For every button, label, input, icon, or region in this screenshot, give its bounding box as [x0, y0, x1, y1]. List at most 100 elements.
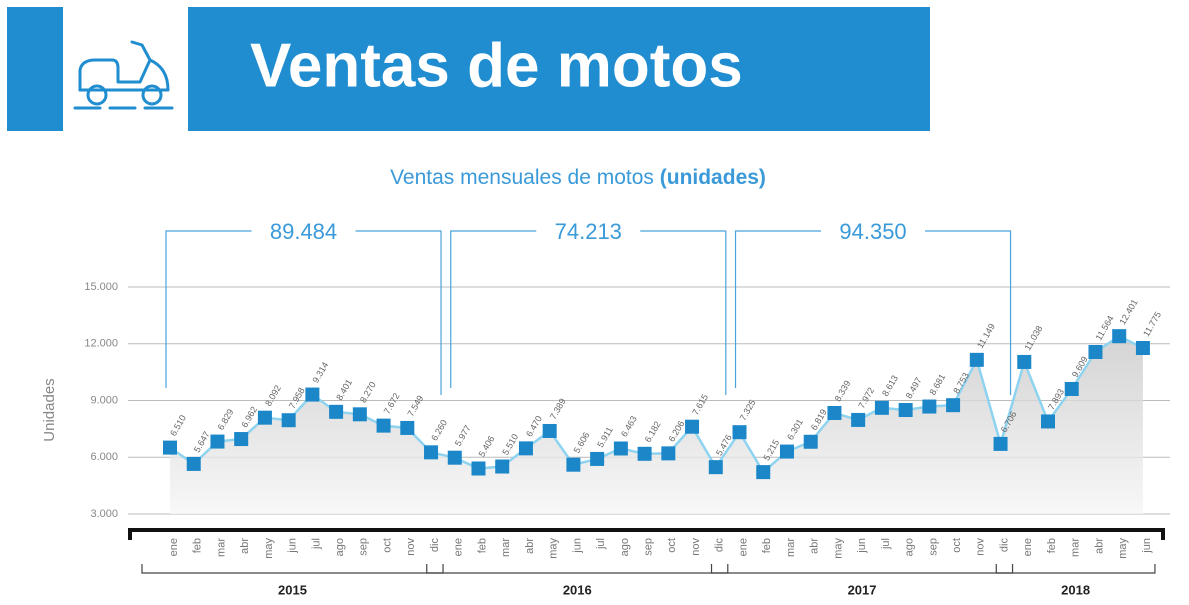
total-label-bg — [251, 220, 356, 244]
x-tick-label: may — [832, 538, 844, 559]
data-label: 7.672 — [382, 391, 402, 416]
data-label: 5.911 — [595, 425, 615, 449]
data-label: 6.470 — [524, 414, 544, 439]
scooter-icon — [73, 40, 174, 110]
marker — [1017, 354, 1032, 369]
total-bracket — [165, 230, 442, 395]
marker — [922, 399, 937, 414]
year-bracket — [710, 564, 1014, 574]
data-label: 12.401 — [1117, 298, 1139, 327]
x-tick-label: jun — [1141, 538, 1153, 554]
marker — [874, 400, 889, 415]
header-box — [188, 7, 930, 131]
data-label: 7.972 — [856, 386, 876, 411]
marker — [637, 446, 652, 461]
data-label: 11.775 — [1141, 310, 1163, 338]
marker — [779, 444, 794, 459]
marker — [756, 465, 771, 480]
x-tick-label: mar — [785, 538, 797, 557]
marker — [898, 403, 913, 418]
x-tick-label: sep — [643, 538, 655, 556]
y-axis-label: Unidades — [41, 378, 58, 441]
marker — [352, 407, 367, 422]
marker — [1135, 341, 1150, 356]
x-tick-label: ago — [334, 538, 346, 556]
year-bracket — [426, 564, 729, 574]
marker — [1112, 329, 1127, 344]
marker — [946, 398, 961, 413]
x-tick-label: oct — [381, 538, 393, 553]
x-tick-label: nov — [405, 538, 417, 556]
x-tick-label: abr — [809, 538, 821, 554]
x-tick-label: dic — [714, 538, 726, 553]
marker — [993, 436, 1008, 451]
data-label: 11.149 — [975, 322, 997, 350]
y-tick-label: 15.000 — [84, 281, 118, 293]
data-label: 6.463 — [619, 414, 639, 439]
x-tick-label: mar — [500, 538, 512, 557]
year-bracket — [141, 564, 444, 574]
x-tick-label: may — [548, 538, 560, 559]
marker — [542, 423, 557, 438]
marker — [257, 410, 272, 425]
subtitle-text: Ventas mensuales de motos — [390, 166, 654, 189]
marker — [210, 434, 225, 449]
marker — [708, 460, 723, 475]
total-label: 94.350 — [839, 219, 906, 244]
x-tick-label: sep — [358, 538, 370, 556]
x-tick-label: ene — [453, 538, 465, 556]
year-bracket — [995, 564, 1156, 574]
marker — [376, 418, 391, 433]
x-tick-label: oct — [666, 538, 678, 553]
marker — [661, 446, 676, 461]
y-tick-label: 6.000 — [90, 451, 118, 463]
marker — [566, 457, 581, 472]
marker — [447, 450, 462, 465]
marker — [803, 434, 818, 449]
data-label: 5.606 — [572, 430, 592, 455]
chart-subtitle: Ventas mensuales de motos (unidades) — [390, 166, 766, 189]
marker — [827, 406, 842, 421]
marker — [424, 445, 439, 460]
x-tick-label: ene — [737, 538, 749, 556]
marker — [281, 413, 296, 428]
x-tick-label: jun — [856, 538, 868, 554]
marker — [1088, 344, 1103, 359]
data-label: 8.681 — [927, 372, 947, 397]
x-tick-label: ago — [619, 538, 631, 556]
marker — [590, 451, 605, 466]
marker — [495, 459, 510, 474]
marker — [305, 387, 320, 402]
total-label: 89.484 — [270, 219, 337, 244]
x-tick-label: mar — [1070, 538, 1082, 557]
x-tick-label: oct — [951, 538, 963, 553]
marker — [1064, 381, 1079, 396]
marker — [1041, 414, 1056, 429]
x-tick-label: mar — [215, 538, 227, 557]
x-tick-label: dic — [429, 538, 441, 553]
x-tick-label: sep — [927, 538, 939, 556]
year-label: 2017 — [848, 582, 877, 597]
x-tick-label: feb — [761, 538, 773, 553]
marker — [329, 404, 344, 419]
marker — [234, 432, 249, 447]
marker — [471, 461, 486, 476]
subtitle-unit: (unidades) — [660, 166, 766, 189]
y-tick-label: 3.000 — [90, 508, 118, 520]
data-label: 8.401 — [334, 378, 354, 403]
x-tick-label: jul — [880, 538, 892, 550]
x-axis-end — [128, 528, 132, 540]
x-tick-label: jul — [310, 538, 322, 550]
x-tick-label: jun — [287, 538, 299, 554]
x-axis-end — [1161, 528, 1165, 540]
data-label: 6.510 — [168, 413, 188, 438]
x-tick-label: dic — [998, 538, 1010, 553]
area — [170, 336, 1143, 514]
data-label: 6.182 — [643, 419, 663, 444]
data-label: 8.497 — [904, 376, 924, 401]
year-label: 2016 — [563, 582, 592, 597]
x-tick-label: nov — [975, 538, 987, 556]
data-label: 7.615 — [690, 392, 710, 417]
marker — [186, 456, 201, 471]
